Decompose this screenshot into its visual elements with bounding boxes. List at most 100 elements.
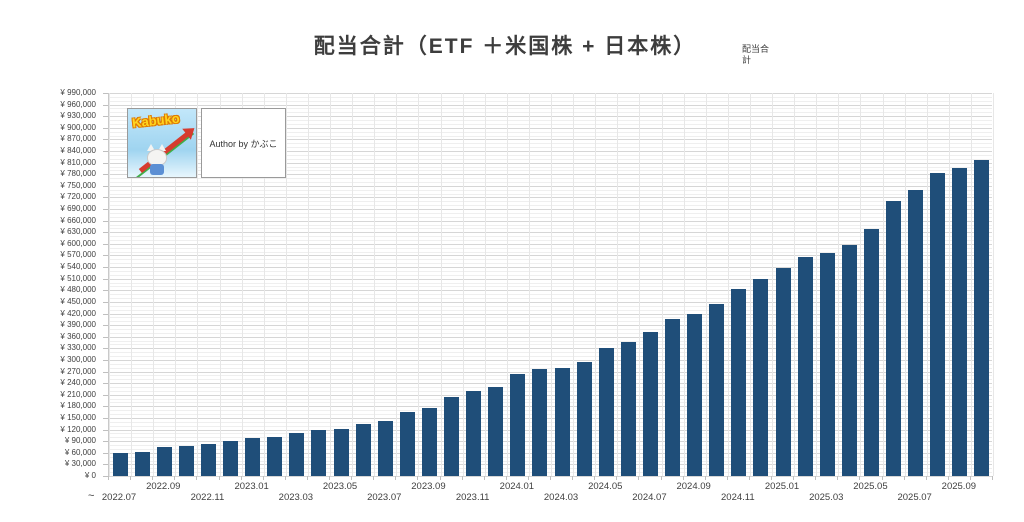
x-axis-label: 2024.05	[588, 481, 623, 492]
y-axis-tick	[103, 429, 108, 431]
y-axis-tick	[103, 336, 108, 338]
bar-2023.07	[377, 420, 393, 476]
minor-gridline	[109, 154, 992, 156]
major-gridline	[109, 93, 992, 94]
bar-2024.01	[510, 373, 526, 476]
x-axis-label: 2025.05	[853, 481, 888, 492]
chart-title: 配当合計（ETF ＋米国株 + 日本株）	[313, 35, 697, 58]
minor-gridline	[109, 410, 992, 412]
x-axis-tick	[505, 476, 507, 480]
y-axis-label: ¥ 210,000	[60, 389, 96, 399]
bar-2022.08	[134, 452, 150, 476]
minor-gridline	[109, 309, 992, 311]
y-axis-label: ¥ 540,000	[60, 262, 96, 272]
author-box: Author by かぶこ	[201, 108, 286, 178]
bar-2022.11	[200, 444, 216, 476]
minor-gridline	[109, 170, 992, 172]
minor-gridline	[109, 433, 992, 435]
vertical-gridline	[948, 93, 950, 476]
cat-ear-icon	[158, 144, 166, 151]
bar-2022.09	[156, 447, 172, 476]
minor-gridline	[109, 251, 992, 253]
y-axis-label: ¥ 300,000	[60, 354, 96, 364]
y-axis-tick	[103, 267, 108, 269]
y-axis-label: ¥ 180,000	[60, 401, 96, 411]
major-gridline	[109, 452, 992, 454]
major-gridline	[109, 127, 992, 129]
minor-gridline	[109, 472, 992, 474]
major-gridline	[109, 278, 992, 280]
minor-gridline	[109, 317, 992, 319]
y-axis-label: ¥ 810,000	[60, 157, 96, 167]
y-axis-tick	[103, 104, 108, 106]
minor-gridline	[109, 193, 992, 195]
x-axis-tick	[859, 476, 861, 480]
y-axis-label: ¥ 390,000	[60, 320, 96, 330]
major-gridline	[109, 267, 992, 269]
y-axis-label: ¥ 270,000	[60, 366, 96, 376]
minor-gridline	[109, 216, 992, 218]
minor-gridline	[109, 178, 992, 180]
major-gridline	[109, 406, 992, 408]
vertical-gridline	[396, 93, 398, 476]
y-axis-tick	[103, 383, 108, 385]
x-axis-label: 2023.07	[367, 492, 402, 503]
x-axis-tick	[704, 476, 706, 480]
y-axis-tick	[103, 232, 108, 234]
y-axis-tick	[103, 371, 108, 373]
vertical-gridline	[175, 93, 177, 476]
major-gridline	[109, 464, 992, 466]
minor-gridline	[109, 321, 992, 323]
minor-gridline	[109, 363, 992, 365]
minor-gridline	[109, 460, 992, 462]
legend-square-icon	[732, 51, 739, 58]
minor-gridline	[109, 236, 992, 238]
y-axis-tick	[103, 325, 108, 327]
vertical-gridline	[330, 93, 331, 476]
x-axis-tick	[881, 476, 883, 480]
vertical-gridline	[484, 93, 486, 476]
minor-gridline	[109, 437, 992, 439]
x-axis-tick	[395, 476, 397, 480]
major-gridline	[109, 313, 992, 315]
minor-gridline	[109, 286, 992, 288]
bar-2025.02	[797, 257, 813, 476]
minor-gridline	[109, 448, 992, 450]
vertical-gridline	[528, 93, 530, 476]
y-axis-label: ¥ 660,000	[60, 215, 96, 225]
minor-gridline	[109, 143, 992, 145]
x-axis-tick	[992, 476, 993, 480]
bar-2025.10	[974, 159, 990, 476]
x-axis-tick	[108, 476, 109, 480]
bar-2024.05	[598, 348, 614, 476]
major-gridline	[109, 104, 992, 106]
x-axis-tick	[351, 476, 353, 480]
minor-gridline	[109, 112, 992, 114]
minor-gridline	[109, 414, 992, 416]
y-axis-label: ¥ 720,000	[60, 192, 96, 202]
major-gridline	[109, 174, 992, 176]
x-axis-tick	[550, 476, 551, 480]
minor-gridline	[109, 228, 992, 230]
minor-gridline	[109, 390, 992, 392]
major-gridline	[109, 429, 992, 431]
major-gridline	[109, 243, 992, 245]
bar-2025.09	[952, 168, 968, 476]
y-axis-label: ¥ 120,000	[60, 424, 96, 434]
vertical-gridline	[705, 93, 707, 476]
minor-gridline	[109, 445, 992, 447]
x-axis-label: 2024.03	[543, 492, 579, 503]
x-axis-tick	[616, 476, 618, 480]
x-axis-tick	[947, 476, 949, 480]
y-axis-tick	[103, 406, 108, 408]
x-axis-tick	[329, 476, 330, 480]
kabuko-logo: Kabuko	[127, 108, 197, 178]
x-axis-label: 2022.07	[101, 492, 137, 503]
minor-gridline	[109, 274, 992, 276]
x-axis-tick	[771, 476, 772, 480]
bar-2025.01	[775, 268, 791, 476]
y-axis-label: ¥ 450,000	[60, 296, 96, 306]
major-gridline	[109, 441, 992, 443]
y-axis-label: ¥ 570,000	[60, 250, 96, 260]
y-axis-tick	[103, 301, 108, 303]
